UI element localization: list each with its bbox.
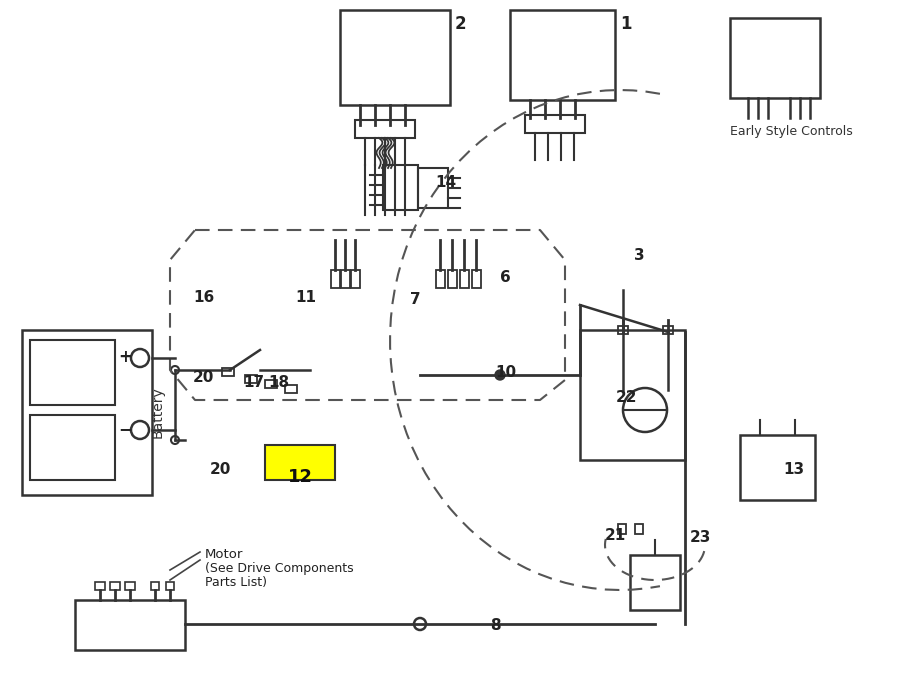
Bar xyxy=(95,582,105,590)
Text: 20: 20 xyxy=(193,370,214,385)
Bar xyxy=(30,340,115,405)
Bar xyxy=(355,120,415,138)
Bar xyxy=(383,165,418,210)
Text: 1: 1 xyxy=(620,15,631,33)
Bar xyxy=(125,582,135,590)
Bar xyxy=(525,115,585,133)
Bar xyxy=(265,445,335,480)
Bar xyxy=(30,415,115,480)
Text: 23: 23 xyxy=(690,530,711,545)
Text: 12: 12 xyxy=(288,468,313,486)
Text: Battery: Battery xyxy=(151,386,165,438)
Bar xyxy=(166,582,174,590)
Bar xyxy=(110,582,120,590)
Bar xyxy=(22,330,152,495)
Bar xyxy=(340,10,450,105)
Text: 16: 16 xyxy=(193,290,214,305)
Bar xyxy=(618,326,628,334)
Bar xyxy=(418,168,448,208)
Text: 2: 2 xyxy=(455,15,467,33)
Text: 8: 8 xyxy=(490,618,501,633)
Bar xyxy=(331,270,340,288)
Bar xyxy=(630,555,680,610)
Bar xyxy=(460,270,469,288)
Bar xyxy=(265,380,277,388)
Text: 22: 22 xyxy=(616,390,637,405)
Text: 13: 13 xyxy=(783,462,804,477)
Bar xyxy=(730,18,820,98)
Text: 3: 3 xyxy=(634,248,645,263)
Text: Early Style Controls: Early Style Controls xyxy=(730,125,853,138)
Text: 21: 21 xyxy=(605,528,627,543)
Text: Parts List): Parts List) xyxy=(205,576,267,589)
Text: Motor: Motor xyxy=(205,548,244,561)
Bar xyxy=(436,270,445,288)
Text: (See Drive Components: (See Drive Components xyxy=(205,562,353,575)
Text: 20: 20 xyxy=(210,462,231,477)
Text: 17: 17 xyxy=(243,375,264,390)
Bar xyxy=(341,270,350,288)
Text: 7: 7 xyxy=(410,292,421,307)
Text: −: − xyxy=(118,420,132,438)
Bar xyxy=(245,375,257,383)
Text: +: + xyxy=(118,348,132,366)
Bar xyxy=(75,600,185,650)
Bar xyxy=(510,10,615,100)
Bar xyxy=(618,524,626,534)
Bar xyxy=(151,582,159,590)
Bar xyxy=(580,330,685,460)
Bar xyxy=(663,326,673,334)
Text: 11: 11 xyxy=(295,290,316,305)
Bar xyxy=(635,524,643,534)
Bar xyxy=(351,270,360,288)
Bar xyxy=(285,385,297,393)
Bar xyxy=(448,270,457,288)
Bar xyxy=(472,270,481,288)
Circle shape xyxy=(495,370,505,380)
Bar xyxy=(740,435,815,500)
Text: 10: 10 xyxy=(495,365,516,380)
Text: 18: 18 xyxy=(268,375,289,390)
Text: 14: 14 xyxy=(435,175,456,190)
Text: 6: 6 xyxy=(500,270,511,285)
Bar xyxy=(222,368,234,376)
